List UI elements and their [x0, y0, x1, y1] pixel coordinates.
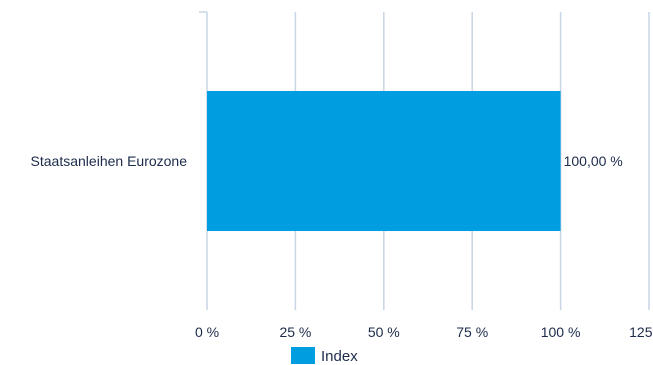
- x-axis-tick-labels: 0 % 25 % 50 % 75 % 100 % 125 %: [195, 324, 653, 340]
- category-label: Staatsanleihen Eurozone: [31, 153, 188, 169]
- legend: Index: [291, 347, 358, 365]
- x-tick-label: 125 %: [629, 324, 653, 340]
- x-tick-label: 100 %: [541, 324, 581, 340]
- legend-label-index: Index: [321, 348, 358, 365]
- x-tick-label: 25 %: [279, 324, 311, 340]
- legend-swatch-index: [291, 347, 315, 364]
- x-tick-label: 75 %: [456, 324, 488, 340]
- bar-0-0: [207, 90, 561, 232]
- bars: 100,00 %: [207, 90, 623, 232]
- x-tick-label: 0 %: [195, 324, 219, 340]
- category-labels: Staatsanleihen Eurozone: [31, 153, 188, 169]
- data-label: 100,00 %: [564, 153, 623, 169]
- x-tick-label: 50 %: [368, 324, 400, 340]
